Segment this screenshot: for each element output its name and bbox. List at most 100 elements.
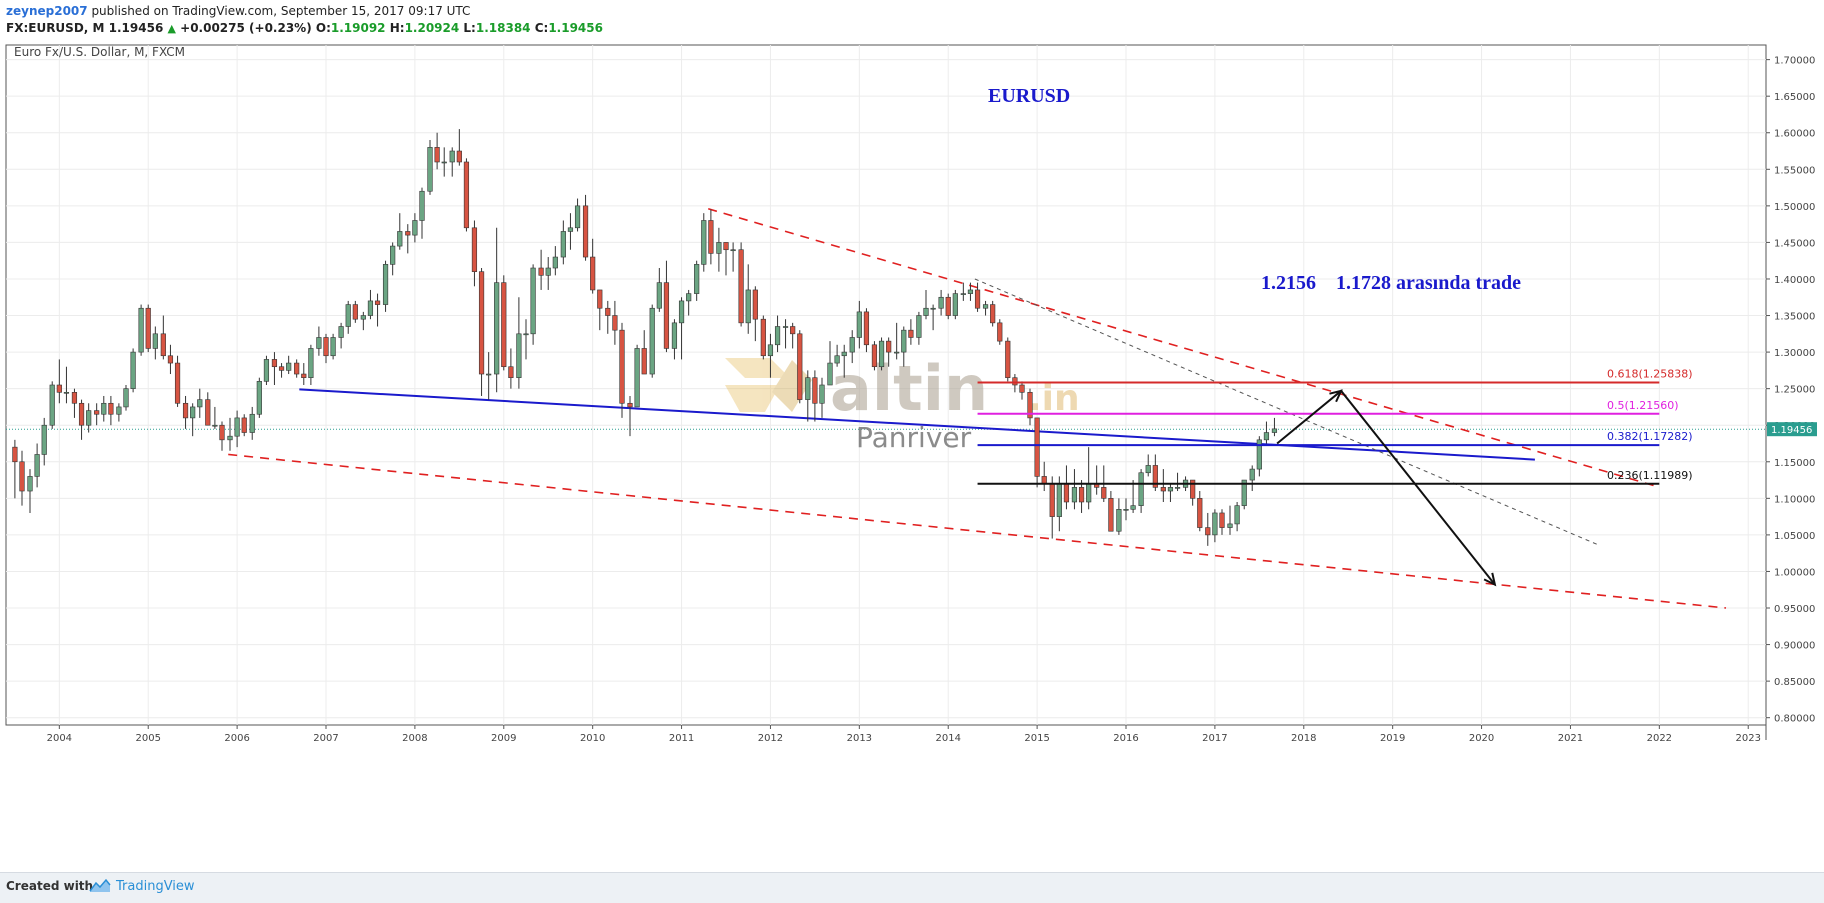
candle-body-up [901, 329, 907, 353]
candle [641, 330, 647, 375]
candle-body-up [197, 399, 203, 408]
author-link[interactable]: zeynep2007 [6, 4, 88, 18]
projection-arrows[interactable] [1276, 389, 1497, 587]
symbol-line: FX:EURUSD, M 1.19456 [6, 21, 164, 35]
watermark-altin: altin [830, 352, 988, 425]
support-line-line[interactable] [299, 388, 1535, 461]
candle-body-down [723, 242, 729, 251]
candle-body-down [71, 392, 78, 404]
last-price-label: 1.19456 [1771, 425, 1812, 436]
candle [663, 260, 670, 353]
candle [1227, 505, 1233, 535]
lower-channel-line[interactable] [228, 453, 1727, 609]
price-tick-label: 1.35000 [1774, 312, 1815, 323]
price-tick-label: 1.40000 [1774, 275, 1815, 286]
candle-body-up [1086, 483, 1092, 503]
tradingview-link[interactable]: TradingView [116, 879, 195, 894]
candle-body-down [78, 402, 85, 426]
candle-body-down [790, 326, 796, 335]
candle [590, 238, 596, 294]
time-tick-label: 2004 [47, 733, 72, 744]
candle-body-up [130, 351, 136, 389]
thin-trend-line[interactable] [974, 278, 1598, 545]
candle-body-down [605, 307, 611, 316]
candle [1174, 472, 1181, 492]
candle [656, 268, 662, 312]
trendlines[interactable] [228, 208, 1727, 609]
candle [997, 319, 1003, 345]
candle [1241, 479, 1247, 510]
time-tick-label: 2021 [1558, 733, 1583, 744]
candles [12, 129, 1278, 546]
candle [308, 344, 314, 385]
candle-body-down [1190, 479, 1196, 499]
candle-body-up [878, 340, 885, 368]
candle-body-down [271, 359, 278, 368]
candle [508, 348, 514, 389]
candle-body-down [974, 289, 981, 309]
candle-body-up [649, 307, 655, 375]
candle [886, 337, 892, 367]
fib-label: 0.236(1.11989) [1607, 469, 1693, 482]
candle [849, 330, 855, 364]
fib-levels[interactable]: 0.618(1.25838) 0.5(1.21560) 0.382(1.17282)… [977, 368, 1693, 485]
candle [856, 300, 862, 349]
candle [745, 264, 751, 334]
projection-path[interactable] [1276, 389, 1496, 586]
candle-body-down [1049, 483, 1055, 517]
candle [878, 337, 885, 371]
candle [286, 355, 292, 375]
candle-body-down [538, 267, 544, 276]
time-tick-label: 2022 [1647, 733, 1672, 744]
upper-channel-line[interactable] [707, 208, 1656, 487]
candle [805, 370, 811, 422]
price-tick-label: 1.60000 [1774, 129, 1815, 140]
candle-body-up [486, 373, 492, 376]
candle [560, 220, 566, 265]
candle [249, 406, 255, 440]
price-chart[interactable]: altin .in Panriver 0.618(1.25838) 0.5(1.2… [0, 40, 1824, 860]
candle [760, 315, 766, 360]
candle [138, 304, 144, 356]
time-tick-label: 2011 [669, 733, 694, 744]
candle [967, 282, 974, 301]
candle-body-down [708, 220, 714, 254]
candle-body-down [612, 315, 618, 331]
candle-body-down [886, 340, 892, 353]
candle-body-down [752, 289, 758, 320]
time-tick-label: 2023 [1735, 733, 1760, 744]
price-tick-label: 1.30000 [1774, 348, 1815, 359]
candle [301, 363, 307, 385]
candle [982, 300, 989, 316]
candle-body-down [352, 304, 358, 320]
candle [501, 275, 507, 371]
candle [241, 414, 247, 437]
fib-label: 0.618(1.25838) [1607, 368, 1693, 381]
candle-body-up [441, 161, 447, 164]
candle [1145, 454, 1151, 477]
candle-body-down [797, 333, 803, 400]
candle [567, 213, 574, 250]
candle-body-up [1227, 523, 1233, 528]
candle-body-up [716, 242, 722, 254]
candle-body-up [1056, 483, 1062, 517]
candle [49, 381, 55, 429]
candle [41, 417, 47, 466]
up-arrow-icon: ▲ [167, 22, 176, 35]
candle-body-up [782, 326, 789, 328]
candle-body-up [34, 454, 40, 477]
candle-body-up [345, 304, 351, 327]
candle [1116, 498, 1122, 535]
candle-body-down [145, 307, 151, 349]
candle-body-down [501, 282, 507, 368]
candle-body-down [94, 410, 100, 415]
candle [1152, 454, 1158, 492]
candle-body-up [308, 348, 314, 378]
tradingview-logo-icon[interactable] [88, 877, 112, 895]
candle-body-up [249, 413, 255, 433]
time-tick-label: 2014 [935, 733, 960, 744]
candle [367, 289, 374, 320]
chart-area[interactable]: altin .in Panriver 0.618(1.25838) 0.5(1.2… [0, 40, 1824, 860]
candle [1234, 501, 1240, 532]
candle [605, 300, 611, 334]
